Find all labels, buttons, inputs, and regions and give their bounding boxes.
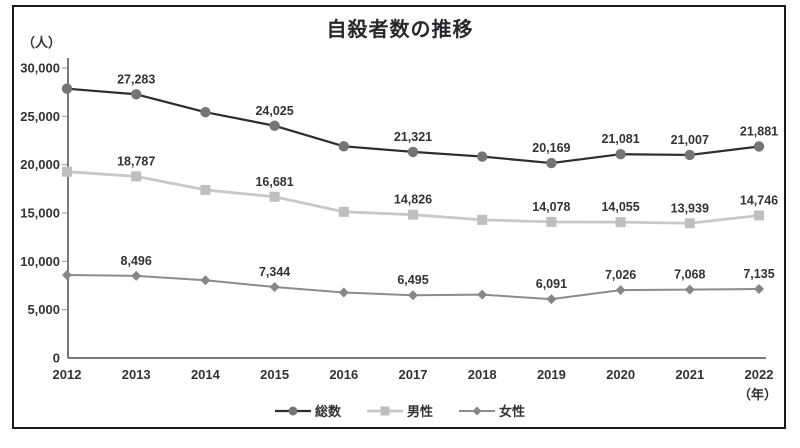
series-male-point <box>477 214 488 225</box>
legend-marker <box>472 406 482 415</box>
x-tick-label: 2016 <box>329 367 358 382</box>
series-female-point <box>408 290 418 301</box>
series-female-point <box>200 275 211 286</box>
series-female-point-label: 7,135 <box>743 267 774 281</box>
x-tick-label: 2021 <box>675 367 704 382</box>
x-tick-label: 2019 <box>537 367 566 382</box>
series-female-point-label: 7,068 <box>674 268 705 282</box>
x-tick-label: 2012 <box>53 367 82 382</box>
series-female-point <box>546 294 557 305</box>
y-tick-label: 30,000 <box>20 61 60 76</box>
series-female-point-label: 7,026 <box>605 268 636 282</box>
y-tick-label: 5,000 <box>27 302 60 317</box>
series-male-point-label: 14,055 <box>601 200 639 214</box>
series-female-point <box>477 289 488 300</box>
y-tick-label: 0 <box>53 351 60 366</box>
series-male-point <box>131 171 142 182</box>
series-female-point <box>62 270 72 281</box>
series-female-point <box>684 284 695 295</box>
series-female-point-label: 8,496 <box>121 254 152 268</box>
series-total-point-label: 24,025 <box>255 104 293 118</box>
series-female-point <box>338 287 349 298</box>
series-total-point <box>477 151 488 162</box>
legend-marker <box>288 406 298 415</box>
series-total-point <box>131 89 142 100</box>
x-tick-label: 2020 <box>606 367 635 382</box>
series-male-point <box>338 206 349 217</box>
series-total-point <box>753 141 765 152</box>
series-male-point <box>684 218 695 229</box>
series-total-point <box>200 107 211 118</box>
x-tick-label: 2017 <box>399 367 428 382</box>
legend-marker <box>380 406 390 415</box>
chart-title: 自殺者数の推移 <box>326 19 474 41</box>
series-male-point <box>754 210 764 221</box>
series-total-point <box>615 149 626 160</box>
series-total-point <box>338 141 349 152</box>
series-total-point-label: 20,169 <box>532 141 570 155</box>
x-tick-label: 2015 <box>260 367 289 382</box>
series-male-point-label: 16,681 <box>255 175 293 189</box>
series-total-point <box>61 83 73 94</box>
x-axis-unit-label: （年） <box>738 387 778 402</box>
series-female-point-label: 7,344 <box>259 265 290 279</box>
y-tick-label: 25,000 <box>20 109 60 124</box>
legend-square-marker-icon <box>366 406 403 415</box>
legend-circle-marker-icon <box>274 406 311 415</box>
series-male-point <box>615 217 626 228</box>
x-tick-label: 2022 <box>745 367 774 382</box>
series-female-point <box>615 285 626 296</box>
series-male-point <box>546 216 557 227</box>
x-tick-label: 2018 <box>468 367 497 382</box>
series-male-point-label: 13,939 <box>671 201 709 215</box>
series-total-point-label: 21,081 <box>601 132 639 146</box>
y-axis-unit-label: （人） <box>22 35 62 50</box>
series-male-point-label: 14,826 <box>394 193 432 207</box>
legend-item-male: 男性 <box>366 401 433 420</box>
series-male-point <box>200 184 211 195</box>
series-male-point-label: 14,078 <box>532 200 570 214</box>
chart-legend: 総数 男性 女性 <box>0 401 800 420</box>
series-male-point-label: 18,787 <box>117 154 155 168</box>
legend-label-male: 男性 <box>406 404 433 419</box>
series-female-point <box>754 284 764 295</box>
legend-item-female: 女性 <box>459 401 525 420</box>
series-male-point <box>269 191 280 202</box>
y-tick-label: 10,000 <box>20 254 60 269</box>
series-female-point-label: 6,495 <box>397 273 428 287</box>
legend-diamond-marker-icon <box>459 406 495 415</box>
y-tick-label: 15,000 <box>20 206 60 221</box>
series-male-point <box>408 209 418 220</box>
series-female-point-label: 6,091 <box>536 277 567 291</box>
series-total-point-label: 21,881 <box>740 124 778 138</box>
series-total-point <box>684 149 695 161</box>
series-total-point-label: 27,283 <box>117 72 155 86</box>
series-total-point-label: 21,007 <box>671 133 709 147</box>
legend-label-female: 女性 <box>499 404 526 419</box>
series-male-point <box>62 166 72 177</box>
legend-item-total: 総数 <box>274 401 341 420</box>
series-total-point <box>269 120 280 131</box>
series-total-point-label: 21,321 <box>394 130 432 144</box>
series-male-point-label: 14,746 <box>740 193 778 207</box>
series-female-point <box>269 282 280 293</box>
x-tick-label: 2013 <box>122 367 151 382</box>
series-female-point <box>131 270 142 281</box>
x-tick-label: 2014 <box>191 367 221 382</box>
series-total-point <box>407 146 419 158</box>
y-tick-label: 20,000 <box>20 157 60 172</box>
series-total-point <box>546 157 557 169</box>
legend-label-total: 総数 <box>314 404 341 419</box>
